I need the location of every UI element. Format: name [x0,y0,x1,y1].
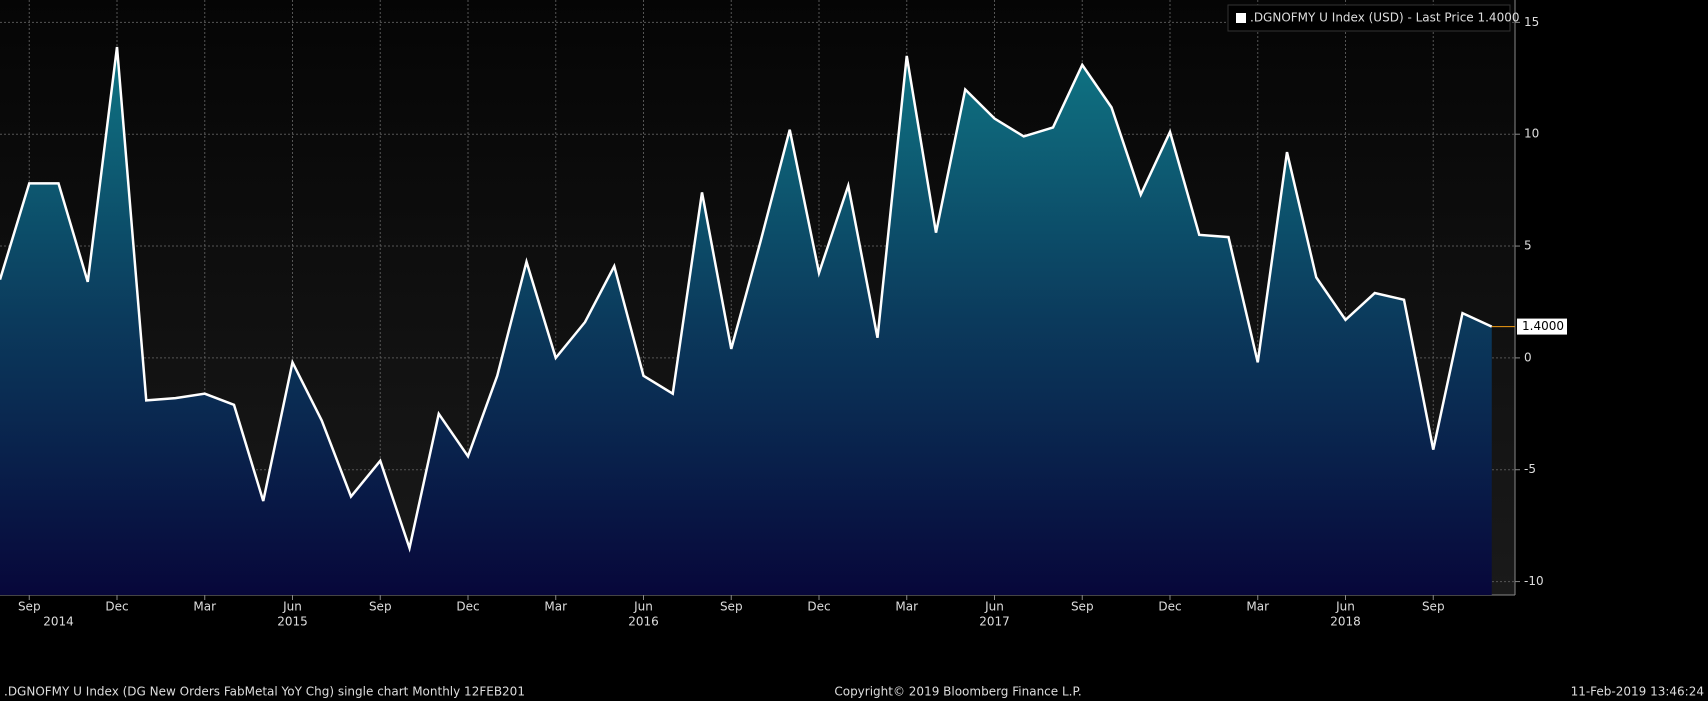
x-tick-label: Sep [18,600,41,614]
y-tick-label: 0 [1524,350,1532,364]
y-tick-label: 5 [1524,239,1532,253]
legend-label: .DGNOFMY U Index (USD) - Last Price 1.40… [1250,11,1519,25]
footer-right: 11-Feb-2019 13:46:24 [1571,685,1704,699]
y-tick-label: 15 [1524,15,1539,29]
last-price-label: 1.4000 [1522,319,1564,333]
footer-left: .DGNOFMY U Index (DG New Orders FabMetal… [4,685,525,699]
line [0,46,1493,553]
x-tick-label: Dec [456,600,479,614]
x-year-label: 2018 [1330,615,1361,629]
x-year-label: 2014 [43,615,74,629]
legend-swatch [1236,13,1246,23]
x-tick-label: Mar [895,600,918,614]
y-tick-label: -10 [1524,574,1544,588]
y-tick-label: -5 [1524,462,1536,476]
x-tick-label: Dec [105,600,128,614]
x-tick-label: Dec [1158,600,1181,614]
x-tick-label: Sep [369,600,392,614]
x-tick-label: Sep [720,600,743,614]
footer-center: Copyright© 2019 Bloomberg Finance L.P. [834,685,1081,699]
x-tick-label: Sep [1422,600,1445,614]
x-year-label: 2017 [979,615,1010,629]
x-year-label: 2016 [628,615,659,629]
x-tick-label: Jun [984,600,1004,614]
x-tick-label: Mar [1246,600,1269,614]
x-tick-label: Mar [544,600,567,614]
x-year-label: 2015 [277,615,308,629]
y-tick-label: 10 [1524,127,1539,141]
last-price-box [1517,318,1567,335]
x-tick-label: Sep [1071,600,1094,614]
area [0,46,1492,595]
legend-box [1227,4,1511,32]
x-tick-label: Jun [633,600,653,614]
x-tick-label: Jun [1335,600,1355,614]
legend: .DGNOFMY U Index (USD) - Last Price 1.40… [1227,4,1519,32]
x-tick-label: Mar [193,600,216,614]
x-tick-label: Jun [282,600,302,614]
x-tick-label: Dec [807,600,830,614]
